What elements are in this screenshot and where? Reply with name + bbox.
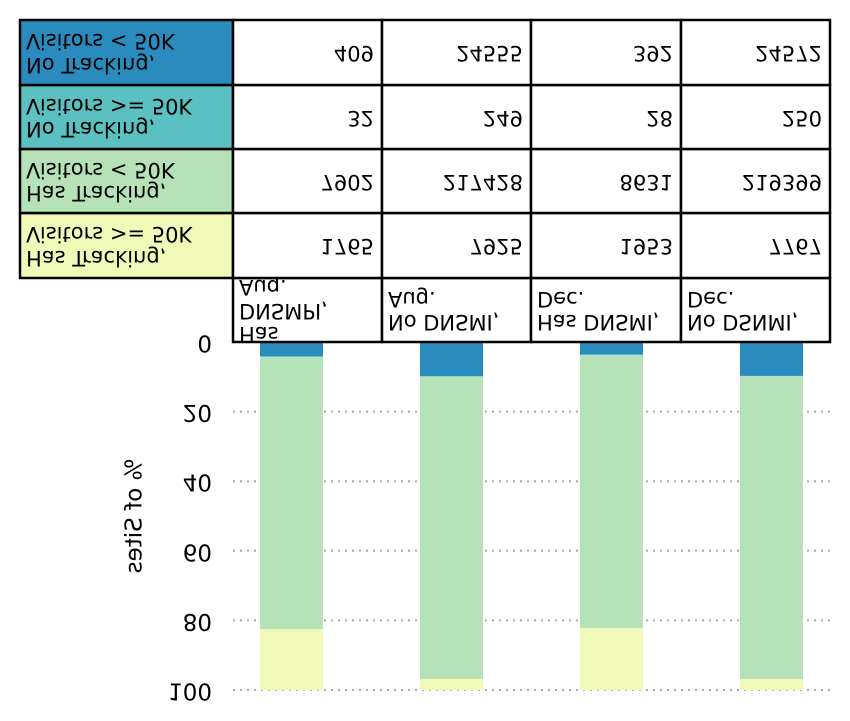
y-tick-label: 20 bbox=[183, 399, 212, 425]
column-header-bg bbox=[231, 276, 384, 344]
bar-segment bbox=[740, 342, 803, 376]
table-value-box: 24572 bbox=[755, 41, 822, 66]
column-header-box: No DSNMI, Dec. bbox=[687, 287, 799, 335]
table-value: 7925 bbox=[469, 234, 523, 259]
table-value: 219399 bbox=[741, 169, 822, 194]
column-header-box: Has DNSMPI, Aug. bbox=[239, 278, 328, 342]
bar-segment bbox=[580, 342, 643, 355]
table-value-box: 250 bbox=[781, 105, 822, 130]
legend-entry-bg bbox=[18, 18, 235, 87]
table-value-box: 219399 bbox=[741, 169, 822, 194]
table-value-bg bbox=[679, 211, 832, 280]
legend-entry-box: Has Tracking, Visitors < 50K bbox=[26, 158, 175, 206]
table-value-bg bbox=[529, 83, 683, 151]
table-value: 32 bbox=[347, 105, 374, 130]
legend-entry: Has Tracking, Visitors < 50K bbox=[26, 158, 175, 206]
y-tick-label: 0 bbox=[197, 330, 212, 356]
table-value: 28 bbox=[646, 105, 673, 130]
table-value: 409 bbox=[333, 41, 374, 66]
legend-entry-box: No Tracking, Visitors < 50K bbox=[26, 29, 175, 77]
bar-segment bbox=[420, 342, 483, 377]
column-header-bg bbox=[679, 276, 832, 344]
table-value-bg bbox=[231, 211, 384, 280]
legend-entry-box: Has Tracking, Visitors >= 50K bbox=[26, 222, 193, 270]
table-value-box: 392 bbox=[632, 41, 673, 66]
table-value-bg bbox=[679, 18, 832, 87]
table-value-box: 249 bbox=[482, 105, 523, 130]
column-header: Has DNSMI, Dec. bbox=[537, 287, 660, 335]
table-value-bg bbox=[380, 18, 533, 87]
table-value-box: 409 bbox=[333, 41, 374, 66]
column-header-box: No DNSMI, Aug. bbox=[388, 287, 500, 335]
table-value: 7902 bbox=[320, 169, 374, 194]
table-value-bg bbox=[380, 147, 533, 215]
y-tick-label: 40 bbox=[183, 469, 212, 495]
table-value-bg bbox=[679, 83, 832, 151]
table-value: 1953 bbox=[619, 234, 673, 259]
table-value: 217428 bbox=[442, 169, 523, 194]
bar-segment bbox=[260, 629, 323, 690]
y-tick-label: 100 bbox=[168, 678, 212, 704]
table-value-box: 1953 bbox=[619, 234, 673, 259]
legend-entry: Has Tracking, Visitors >= 50K bbox=[26, 222, 193, 270]
table-value-box: 28 bbox=[646, 105, 673, 130]
y-tick-label: 80 bbox=[183, 608, 212, 634]
bar-segment bbox=[260, 356, 323, 358]
table-value-box: 7925 bbox=[469, 234, 523, 259]
y-tick-label: 60 bbox=[183, 538, 212, 564]
bar-segment bbox=[580, 355, 643, 629]
y-axis-label: % of Sites bbox=[122, 459, 148, 574]
table-value: 7767 bbox=[768, 234, 822, 259]
table-value-box: 7902 bbox=[320, 169, 374, 194]
table-value: 250 bbox=[781, 105, 822, 130]
table-value-bg bbox=[231, 147, 384, 215]
bar-segment bbox=[580, 354, 643, 356]
bar-segment bbox=[260, 357, 323, 630]
table-value-bg bbox=[231, 18, 384, 87]
table-value-box: 8631 bbox=[619, 169, 673, 194]
table-value: 24555 bbox=[456, 41, 523, 66]
column-header: No DSNMI, Dec. bbox=[687, 287, 799, 335]
table-value-box: 1765 bbox=[320, 234, 374, 259]
table-value-bg bbox=[679, 147, 832, 215]
table-value-box: 217428 bbox=[442, 169, 523, 194]
bar-segment bbox=[740, 679, 803, 690]
column-header-box: Has DNSMI, Dec. bbox=[537, 287, 660, 335]
legend-entry: No Tracking, Visitors >= 50K bbox=[26, 94, 193, 142]
legend-entry-box: No Tracking, Visitors >= 50K bbox=[26, 94, 193, 142]
legend-entry: No Tracking, Visitors < 50K bbox=[26, 29, 175, 77]
bar-segment bbox=[420, 376, 483, 679]
bar-segment bbox=[260, 342, 323, 357]
table-value-box: 24555 bbox=[456, 41, 523, 66]
bar-segment bbox=[740, 376, 803, 680]
table-value: 8631 bbox=[619, 169, 673, 194]
column-header-bg bbox=[529, 276, 683, 344]
table-value: 392 bbox=[632, 41, 673, 66]
table-value: 24572 bbox=[755, 41, 822, 66]
table-value: 249 bbox=[482, 105, 523, 130]
column-header: No DNSMI, Aug. bbox=[388, 287, 500, 335]
table-value-box: 32 bbox=[347, 105, 374, 130]
table-value-box: 7767 bbox=[768, 234, 822, 259]
table-value: 1765 bbox=[320, 234, 374, 259]
legend-entry-bg bbox=[18, 147, 235, 215]
bar-segment bbox=[580, 628, 643, 690]
column-header: Has DNSMPI, Aug. bbox=[239, 278, 328, 342]
bar-segment bbox=[420, 678, 483, 690]
